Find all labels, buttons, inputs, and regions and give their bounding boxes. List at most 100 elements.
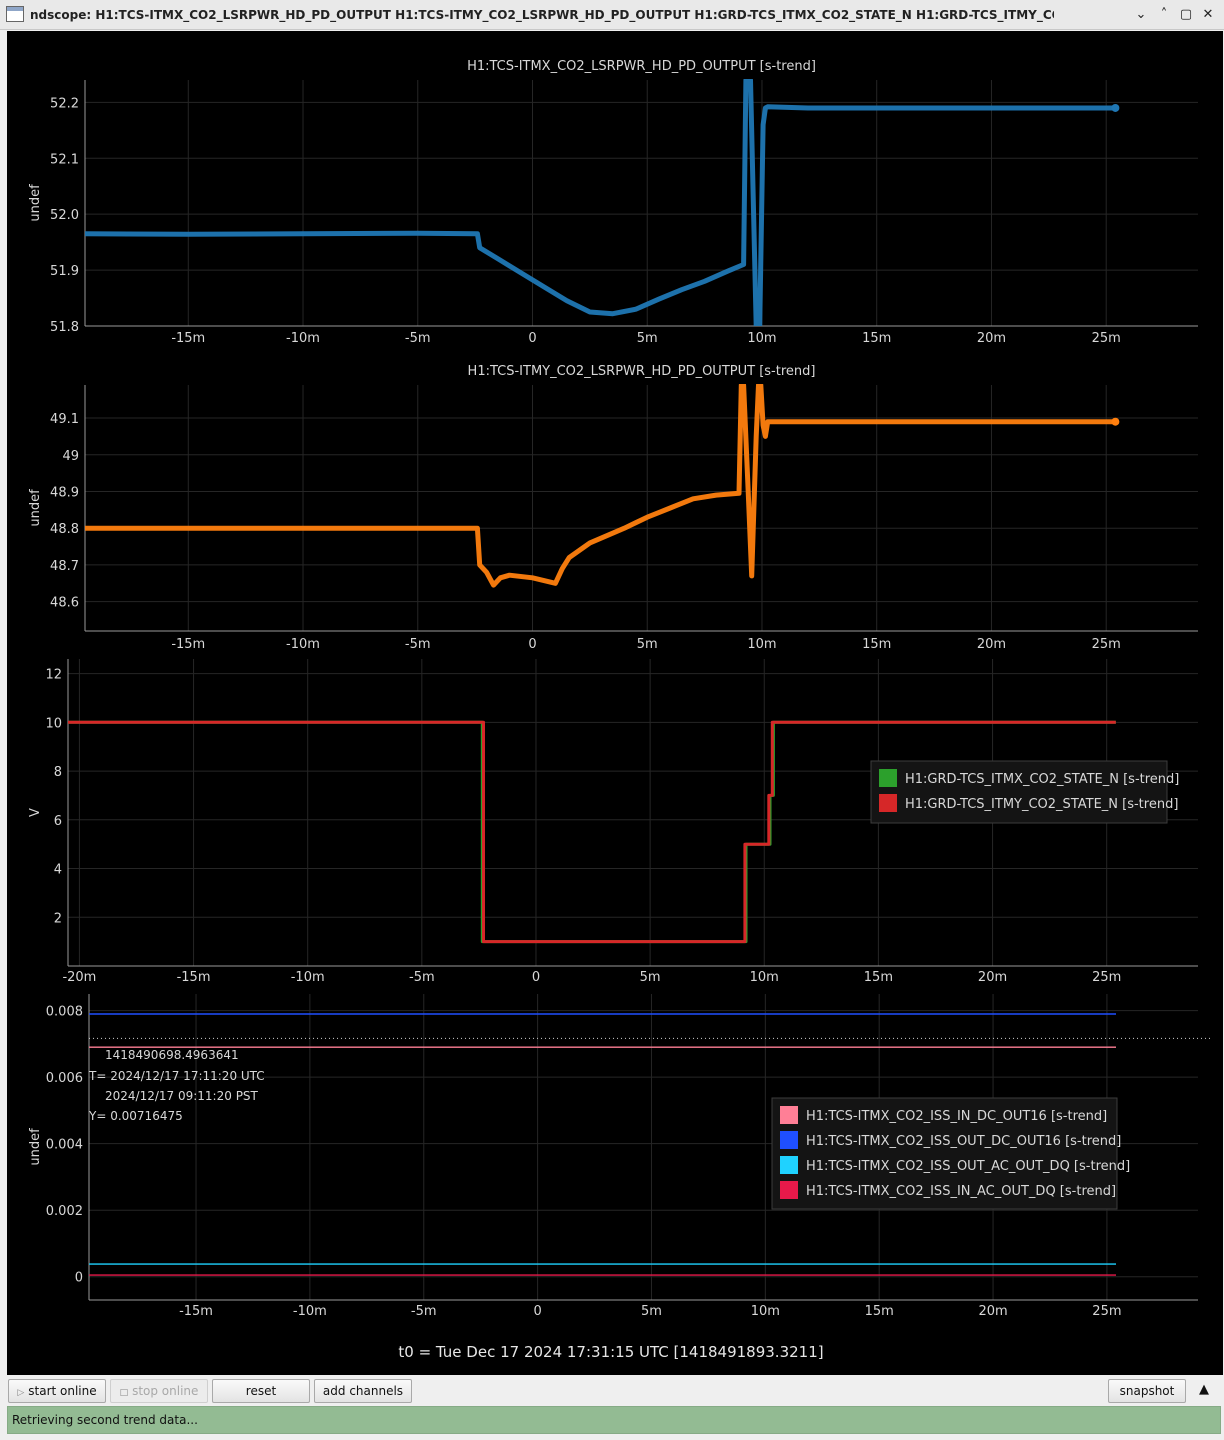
x-tick-label: -10m	[291, 970, 325, 985]
legend: H1:GRD-TCS_ITMX_CO2_STATE_N [s-trend] H1:…	[870, 760, 1179, 824]
x-tick-label: -5m	[405, 331, 431, 346]
series-line-1	[68, 720, 1116, 944]
x-tick-label: 0	[532, 970, 540, 985]
x-tick-label: 10m	[751, 1304, 780, 1319]
x-tick-label: -10m	[286, 331, 320, 346]
y-tick-label: 52.0	[50, 208, 79, 223]
y-axis-label: undef	[28, 489, 43, 527]
x-tick-label: -15m	[179, 1304, 213, 1319]
x-tick-label: -15m	[171, 637, 205, 652]
stop-online-button: □ stop online	[110, 1379, 208, 1403]
x-tick-label: 25m	[1092, 1304, 1121, 1319]
plot-panel-3: -20m -15m -10m -5m 0 5m 10m 15m 20m 25m 2 4 6 8 10 12 V H…	[28, 659, 1198, 985]
series-end-dot	[1111, 103, 1120, 112]
legend-swatch	[879, 769, 897, 787]
x-tick-label: 0	[528, 331, 536, 346]
y-tick-label: 48.6	[50, 596, 79, 611]
legend-label: H1:TCS-ITMX_CO2_ISS_OUT_AC_OUT_DQ [s-tre…	[806, 1159, 1130, 1174]
x-tick-label: 5m	[640, 970, 661, 985]
x-tick-label: 10m	[750, 970, 779, 985]
plots-canvas[interactable]: -15m -10m -5m 0 5m 10m 15m 20m 25m51.851.952.052…	[7, 31, 1223, 1375]
legend-swatch	[780, 1156, 798, 1174]
legend: H1:TCS-ITMX_CO2_ISS_IN_DC_OUT16 [s-trend…	[771, 1097, 1130, 1210]
x-tick-label: 25m	[1092, 331, 1121, 346]
series-group	[85, 79, 1120, 326]
y-tick-label: 48.9	[50, 485, 79, 500]
title-bar: ndscope: H1:TCS-ITMX_CO2_LSRPWR_HD_PD_OU…	[0, 0, 1224, 30]
x-tick-label: 20m	[977, 331, 1006, 346]
start-online-label: start online	[28, 1384, 97, 1398]
x-tick-label: 10m	[747, 331, 776, 346]
legend-swatch	[780, 1106, 798, 1124]
y-tick-label: 0.008	[46, 1005, 83, 1020]
legend-label: H1:TCS-ITMX_CO2_ISS_IN_DC_OUT16 [s-trend…	[806, 1109, 1107, 1124]
y-tick-label: 0	[75, 1271, 83, 1286]
restore-icon[interactable]: ▢	[1179, 7, 1193, 22]
y-tick-label: 12	[45, 668, 62, 683]
series-end-dot	[1111, 417, 1120, 426]
x-tick-label: -10m	[293, 1304, 327, 1319]
x-tick-label: 5m	[641, 1304, 662, 1319]
plot-panel-1: -15m -10m -5m 0 5m 10m 15m 20m 25m 51.8 51.9 52.0 52…	[28, 59, 1198, 346]
legend-swatch	[780, 1181, 798, 1199]
plot-area[interactable]: -15m -10m -5m 0 5m 10m 15m 20m 25m 51.8 51.9 52.0 52…	[7, 31, 1223, 1375]
y-tick-label: 52.1	[50, 152, 79, 167]
x-tick-label: -5m	[409, 970, 435, 985]
app-window-icon[interactable]	[6, 6, 24, 22]
y-tick-label: 0.004	[46, 1138, 83, 1153]
y-axis-label: V	[28, 808, 43, 817]
x-tick-label: 15m	[864, 970, 893, 985]
cursor-gps: 1418490698.4963641	[105, 1048, 239, 1062]
x-tick-label: -15m	[171, 331, 205, 346]
series-line-1	[85, 384, 1116, 588]
y-tick-label: 4	[54, 863, 62, 878]
x-tick-label: 20m	[978, 970, 1007, 985]
x-tick-label: 5m	[637, 637, 658, 652]
snapshot-button[interactable]: snapshot	[1108, 1379, 1186, 1403]
x-tick-label: 0	[533, 1304, 541, 1319]
y-tick-label: 49.1	[50, 412, 79, 427]
x-tick-label: -5m	[405, 637, 431, 652]
series-group	[85, 384, 1120, 588]
legend-label: H1:GRD-TCS_ITMY_CO2_STATE_N [s-trend]	[905, 797, 1178, 812]
x-tick-label: 25m	[1092, 637, 1121, 652]
legend-box	[870, 760, 1168, 824]
close-icon[interactable]: ✕	[1202, 7, 1214, 22]
y-tick-label: 6	[54, 814, 62, 829]
y-tick-label: 51.8	[50, 320, 79, 335]
x-tick-label: -20m	[62, 970, 96, 985]
x-tick-label: 15m	[865, 1304, 894, 1319]
y-tick-label: 0.002	[46, 1204, 83, 1219]
add-channels-button[interactable]: add channels	[314, 1379, 412, 1403]
plot-panel-2: -15m -10m -5m 0 5m 10m 15m 20m 25m 48.6 48.7 48.8 48…	[28, 364, 1198, 652]
y-tick-label: 52.2	[50, 96, 79, 111]
y-tick-label: 2	[54, 911, 62, 926]
y-tick-label: 48.7	[50, 559, 79, 574]
stop-icon: □	[119, 1388, 129, 1398]
collapse-panel-icon[interactable]: ▲	[1199, 1382, 1209, 1397]
x-tick-label: 25m	[1092, 970, 1121, 985]
legend-swatch	[879, 794, 897, 812]
legend-box	[771, 1097, 1118, 1210]
legend-label: H1:TCS-ITMX_CO2_ISS_IN_AC_OUT_DQ [s-tren…	[806, 1184, 1116, 1199]
y-tick-label: 0.006	[46, 1071, 83, 1086]
legend-label: H1:TCS-ITMX_CO2_ISS_OUT_DC_OUT16 [s-tren…	[806, 1134, 1121, 1149]
x-tick-label: 20m	[977, 637, 1006, 652]
minimize-icon[interactable]: ⌄	[1135, 7, 1147, 22]
status-text: Retrieving second trend data...	[12, 1413, 198, 1427]
legend-label: H1:GRD-TCS_ITMX_CO2_STATE_N [s-trend]	[905, 772, 1179, 787]
status-bar: Retrieving second trend data...	[7, 1406, 1221, 1434]
x-tick-label: 20m	[978, 1304, 1007, 1319]
y-tick-label: 49	[62, 449, 79, 464]
x-tick-label: -10m	[286, 637, 320, 652]
cursor-time-utc: T= 2024/12/17 17:11:20 UTC	[88, 1069, 265, 1083]
maximize-icon[interactable]: ˄	[1160, 7, 1168, 22]
x-tick-label: 5m	[637, 331, 658, 346]
t0-label: t0 = Tue Dec 17 2024 17:31:15 UTC [14184…	[398, 1343, 823, 1361]
cursor-y-value: Y= 0.00716475	[88, 1109, 183, 1123]
y-axis-label: undef	[28, 1128, 43, 1166]
start-online-button[interactable]: ▷ start online	[8, 1379, 106, 1403]
series-line-2	[68, 720, 1116, 944]
toolbar: ▷ start online □ stop online reset add cha…	[0, 1376, 1224, 1406]
reset-button[interactable]: reset	[212, 1379, 310, 1403]
